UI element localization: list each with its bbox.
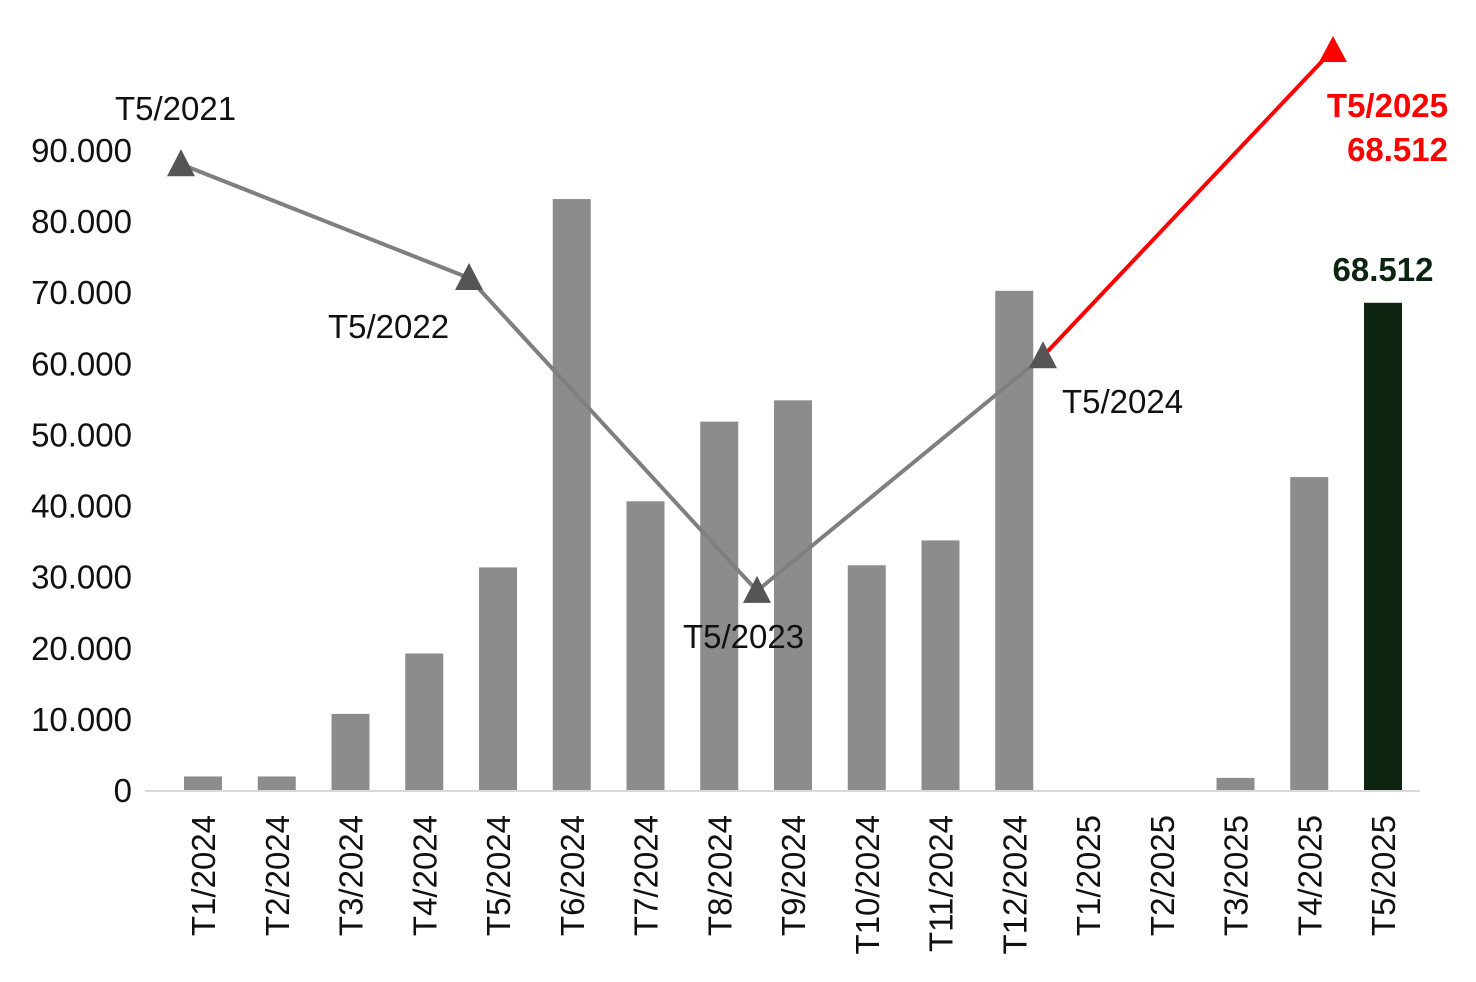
bar-T2-2024	[257, 776, 296, 790]
line-marker	[743, 575, 771, 603]
y-tick-label: 40.000	[31, 488, 132, 525]
x-tick-label: T10/2024	[849, 815, 886, 954]
x-tick-label: T8/2024	[701, 815, 738, 936]
bar-T6-2024	[552, 199, 591, 791]
x-tick-label: T2/2025	[1144, 815, 1181, 936]
bar-T12-2024	[995, 290, 1034, 790]
line-marker	[167, 149, 195, 177]
x-tick-label: T2/2024	[259, 815, 296, 936]
line-point-label: T5/2021	[115, 90, 236, 127]
y-tick-label: 60.000	[31, 345, 132, 382]
projection-value-label: 68.512	[1347, 131, 1448, 168]
projection-arrowhead	[1319, 36, 1347, 62]
line-point-label: T5/2022	[328, 308, 449, 345]
x-tick-label: T12/2024	[996, 815, 1033, 954]
x-tick-label: T4/2025	[1291, 815, 1328, 936]
bar-T8-2024	[700, 421, 739, 790]
bar-T10-2024	[847, 565, 886, 790]
bar-T4-2025	[1290, 477, 1329, 790]
y-tick-label: 80.000	[31, 203, 132, 240]
y-tick-label: 20.000	[31, 630, 132, 667]
y-tick-label: 70.000	[31, 274, 132, 311]
line-marker	[1029, 341, 1057, 369]
bar-T5-2024	[479, 567, 517, 790]
y-axis: 0 10.000 20.000 30.000 40.000 50.000 60.000 70.…	[31, 132, 132, 809]
y-tick-label: 90.000	[31, 132, 132, 169]
line-point-label: T5/2024	[1062, 383, 1183, 420]
x-tick-label: T9/2024	[775, 815, 812, 936]
x-tick-label: T5/2024	[480, 815, 517, 936]
line-marker	[455, 263, 483, 290]
y-tick-label: 30.000	[31, 559, 132, 596]
y-tick-label: 50.000	[31, 416, 132, 453]
bar-T1-2024	[184, 776, 222, 790]
x-tick-label: T6/2024	[554, 815, 591, 936]
line-point-label: T5/2023	[683, 618, 804, 655]
bar-value-labels: 68.512	[1333, 251, 1434, 288]
x-tick-label: T11/2024	[923, 815, 960, 952]
bar-T3-2024	[331, 713, 370, 790]
x-tick-label: T1/2024	[185, 815, 222, 936]
bars	[184, 199, 1402, 791]
x-tick-label: T4/2024	[406, 815, 443, 936]
line-series	[180, 162, 1045, 594]
x-axis: T1/2024 T2/2024 T3/2024 T4/2024 T5/2024 T6/20…	[145, 790, 1420, 954]
projection-arrow-line	[1041, 54, 1329, 358]
x-tick-label: T7/2024	[628, 815, 665, 936]
x-tick-label: T5/2025	[1365, 815, 1402, 936]
bar-T4-2024	[405, 653, 444, 790]
bar-T5-2025	[1364, 302, 1402, 790]
bar-T3-2025	[1216, 777, 1255, 790]
projection-label: T5/2025	[1327, 87, 1448, 124]
highlight-bar-value-label: 68.512	[1333, 251, 1434, 288]
x-tick-label: T1/2025	[1070, 815, 1107, 936]
x-tick-label: T3/2025	[1218, 815, 1255, 936]
bar-T7-2024	[626, 501, 665, 790]
x-tick-label: T3/2024	[333, 815, 370, 936]
bar-T11-2024	[921, 540, 960, 790]
bar-T9-2024	[774, 400, 812, 790]
y-tick-label: 10.000	[31, 701, 132, 738]
year-over-year-line: T5/2021 T5/2022 T5/2023 T5/2024 T5/2025 68.51…	[115, 36, 1448, 655]
y-tick-label: 0	[114, 772, 132, 809]
